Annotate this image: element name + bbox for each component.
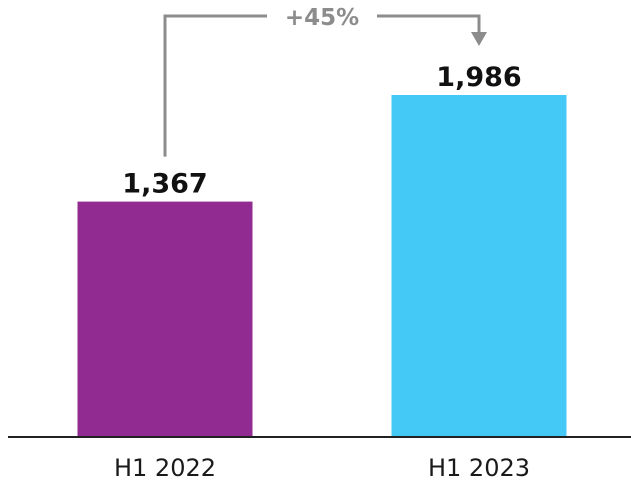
bar-h1-2023 <box>391 95 567 437</box>
change-arrowhead <box>471 32 487 46</box>
bar-h1-2022 <box>77 201 253 437</box>
change-label-background <box>267 2 377 30</box>
value-label-h1-2023: 1,986 <box>436 62 521 93</box>
category-label-h1-2022: H1 2022 <box>114 454 216 482</box>
value-label-h1-2022: 1,367 <box>122 169 207 200</box>
change-label: +45% <box>285 5 359 31</box>
category-label-h1-2023: H1 2023 <box>428 454 530 482</box>
